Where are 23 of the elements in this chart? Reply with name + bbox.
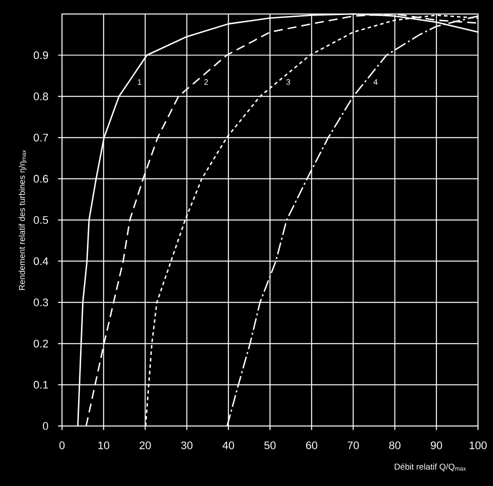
y-tick-label: 0.7 [34,134,48,142]
x-tick-label: 50 [264,441,276,450]
y-tick-label: 0.4 [34,257,48,266]
y-tick-label: 0.9 [34,51,48,60]
y-tick-label: 0.5 [34,216,48,224]
x-tick-label: 10 [98,441,110,450]
x-axis-title: Débit relatif Q/Q$_{max}$ [394,463,466,472]
x-tick-label: 70 [348,441,359,450]
x-tick-label: 60 [306,441,318,450]
y-axis-title: Rendement relatif des turbines η/η$_{max}$ [18,150,27,290]
y-tick-label: 0.2 [34,340,48,348]
x-tick-label: 0 [59,441,65,450]
y-tick-label: 0.6 [34,174,48,183]
x-tick-label: 20 [140,441,151,450]
x-tick-label: 30 [181,441,192,450]
x-tick-label: 80 [389,441,400,450]
x-tick-label: 100 [470,441,487,450]
x-tick-label: 40 [222,441,234,450]
y-tick-label: 0.8 [34,92,48,100]
y-tick-label: 0.1 [34,380,48,389]
y-tick-label: 0 [42,422,48,430]
x-tick-label: 90 [430,441,442,450]
y-tick-label: 0.3 [34,298,48,306]
